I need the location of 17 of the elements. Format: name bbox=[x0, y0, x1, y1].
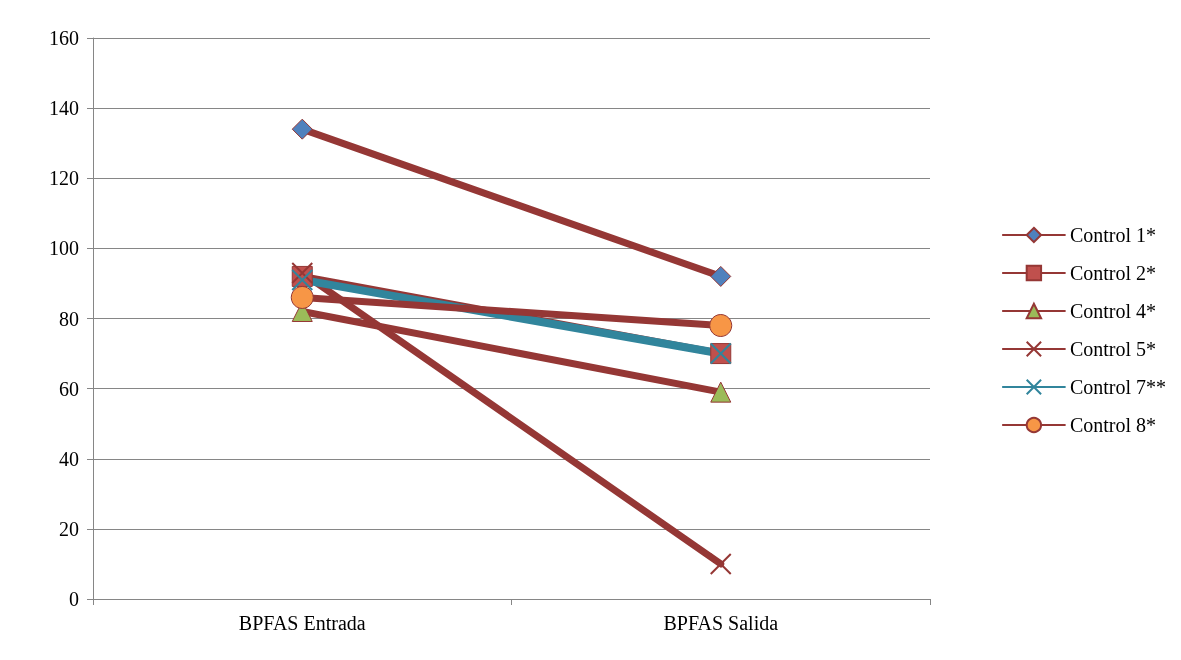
x-tick-label: BPFAS Entrada bbox=[238, 612, 366, 634]
y-tick-label: 140 bbox=[49, 97, 79, 120]
y-tick-label: 120 bbox=[49, 167, 79, 190]
legend-label: Control 7** bbox=[1069, 376, 1167, 398]
y-tick-label: 40 bbox=[59, 447, 79, 470]
y-tick-label: 0 bbox=[69, 588, 79, 610]
legend-label: Control 1* bbox=[1069, 224, 1157, 246]
legend-label: Control 5* bbox=[1069, 338, 1157, 360]
y-tick-label: 60 bbox=[59, 377, 79, 400]
y-tick-label: 80 bbox=[59, 307, 79, 330]
y-tick-label: 100 bbox=[49, 237, 79, 260]
x-tick-label: BPFAS Salida bbox=[663, 612, 779, 634]
legend-label: Control 8* bbox=[1069, 414, 1157, 436]
y-tick-label: 160 bbox=[49, 27, 79, 49]
y-tick-label: 20 bbox=[59, 517, 79, 540]
legend-label: Control 4* bbox=[1069, 300, 1157, 322]
legend-label: Control 2* bbox=[1069, 262, 1157, 284]
